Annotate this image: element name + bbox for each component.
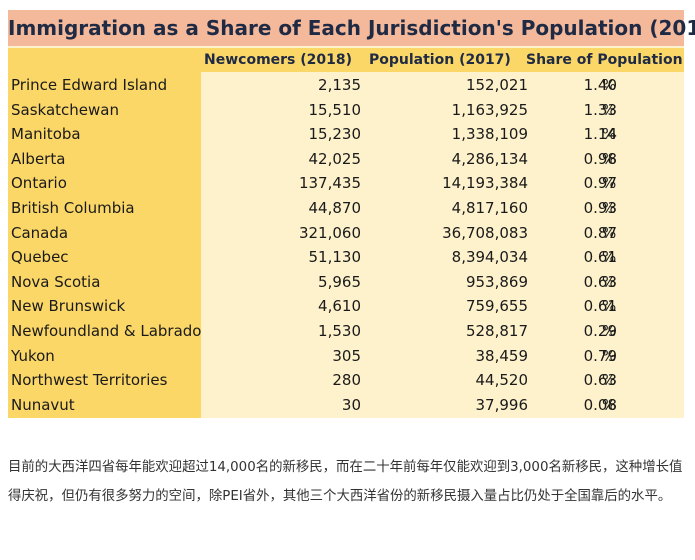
header-population: Population (2017) — [369, 52, 511, 68]
jurisdiction-name: Yukon — [11, 346, 55, 365]
table-row: Newfoundland & Labrado 1,530 528,817 0.29% — [8, 319, 684, 344]
percent-unit: % — [602, 125, 617, 144]
newcomers-value: 51,130 — [308, 248, 362, 267]
population-value: 36,708,083 — [442, 223, 528, 242]
newcomers-value: 30 — [341, 395, 361, 414]
jurisdiction-name: Nova Scotia — [11, 272, 101, 291]
population-value: 4,817,160 — [451, 198, 528, 217]
header-newcomers: Newcomers (2018) — [204, 52, 353, 68]
newcomers-value: 5,965 — [318, 272, 361, 291]
share-value: 0.97 — [583, 174, 617, 193]
table-header-row: Newcomers (2018) Population (2017) Share… — [8, 48, 684, 72]
jurisdiction-name: Quebec — [11, 248, 69, 267]
percent-unit: % — [602, 198, 617, 217]
share-value: 0.61 — [583, 248, 617, 267]
jurisdiction-name: New Brunswick — [11, 297, 126, 316]
percent-unit: % — [602, 321, 617, 340]
population-value: 38,459 — [475, 346, 529, 365]
table-row: Quebec 51,130 8,394,034 0.61% — [8, 245, 684, 270]
newcomers-value: 305 — [332, 346, 361, 365]
newcomers-value: 2,135 — [318, 76, 361, 94]
share-value: 0.93 — [583, 198, 617, 217]
table-row: Saskatchewan 15,510 1,163,925 1.33% — [8, 98, 684, 123]
percent-unit: % — [602, 100, 617, 119]
newcomers-value: 321,060 — [298, 223, 361, 242]
share-value: 0.98 — [583, 149, 617, 168]
percent-unit: % — [602, 174, 617, 193]
share-value: 0.63 — [583, 371, 617, 390]
table-row: Prince Edward Island 2,135 152,021 1.40% — [8, 73, 684, 98]
share-value: 0.61 — [583, 297, 617, 316]
table-row: Nunavut 30 37,996 0.08% — [8, 393, 684, 418]
population-value: 37,996 — [475, 395, 529, 414]
newcomers-value: 1,530 — [318, 321, 361, 340]
article-paragraph: 目前的大西洋四省每年能欢迎超过14,000名的新移民，而在二十年前每年仅能欢迎到… — [8, 460, 683, 504]
population-value: 528,817 — [465, 321, 528, 340]
jurisdiction-name: Nunavut — [11, 395, 75, 414]
table-title: Immigration as a Share of Each Jurisdict… — [8, 10, 695, 46]
share-value: 0.63 — [583, 272, 617, 291]
table-row: Northwest Territories 280 44,520 0.63% — [8, 368, 684, 393]
header-share: Share of Population — [526, 52, 683, 68]
percent-unit: % — [602, 223, 617, 242]
percent-unit: % — [602, 149, 617, 168]
jurisdiction-name: Manitoba — [11, 125, 81, 144]
immigration-table-figure: Immigration as a Share of Each Jurisdict… — [8, 10, 695, 418]
population-value: 1,338,109 — [451, 125, 528, 144]
percent-unit: % — [602, 76, 617, 94]
newcomers-value: 15,230 — [308, 125, 362, 144]
table-body: Prince Edward Island 2,135 152,021 1.40% Sas… — [8, 73, 684, 417]
jurisdiction-name: British Columbia — [11, 198, 135, 217]
newcomers-value: 44,870 — [308, 198, 362, 217]
share-value: 1.14 — [583, 125, 617, 144]
newcomers-value: 137,435 — [298, 174, 361, 193]
table-row: Canada 321,060 36,708,083 0.87% — [8, 221, 684, 246]
table-row: Ontario 137,435 14,193,384 0.97% — [8, 171, 684, 196]
percent-unit: % — [602, 371, 617, 390]
population-value: 44,520 — [475, 371, 529, 390]
newcomers-value: 42,025 — [308, 149, 362, 168]
percent-unit: % — [602, 346, 617, 365]
jurisdiction-name: Northwest Territories — [11, 371, 168, 390]
share-value: 0.87 — [583, 223, 617, 242]
population-value: 4,286,134 — [451, 149, 528, 168]
percent-unit: % — [602, 297, 617, 316]
table-row: Manitoba 15,230 1,338,109 1.14% — [8, 122, 684, 147]
table-row: Yukon 305 38,459 0.79% — [8, 344, 684, 369]
population-value: 953,869 — [465, 272, 528, 291]
newcomers-value: 4,610 — [318, 297, 361, 316]
table-row: Nova Scotia 5,965 953,869 0.63% — [8, 270, 684, 295]
newcomers-value: 280 — [332, 371, 361, 390]
table-row: British Columbia 44,870 4,817,160 0.93% — [8, 196, 684, 221]
share-value: 0.08 — [583, 395, 617, 414]
newcomers-value: 15,510 — [308, 100, 362, 119]
jurisdiction-name: Canada — [11, 223, 69, 242]
share-value: 1.33 — [583, 100, 617, 119]
jurisdiction-name: Saskatchewan — [11, 100, 119, 119]
jurisdiction-name: Prince Edward Island — [11, 76, 168, 94]
table-row: Alberta 42,025 4,286,134 0.98% — [8, 147, 684, 172]
population-value: 152,021 — [465, 76, 528, 94]
jurisdiction-name: Newfoundland & Labrado — [11, 321, 201, 340]
share-value: 0.79 — [583, 346, 617, 365]
population-value: 14,193,384 — [442, 174, 528, 193]
jurisdiction-name: Ontario — [11, 174, 67, 193]
share-value: 1.40 — [583, 76, 617, 94]
table-row: New Brunswick 4,610 759,655 0.61% — [8, 294, 684, 319]
jurisdiction-name: Alberta — [11, 149, 66, 168]
jurisdiction-column-band — [8, 72, 201, 418]
population-value: 759,655 — [465, 297, 528, 316]
percent-unit: % — [602, 395, 617, 414]
population-value: 8,394,034 — [451, 248, 528, 267]
percent-unit: % — [602, 272, 617, 291]
population-value: 1,163,925 — [451, 100, 528, 119]
percent-unit: % — [602, 248, 617, 267]
share-value: 0.29 — [583, 321, 617, 340]
